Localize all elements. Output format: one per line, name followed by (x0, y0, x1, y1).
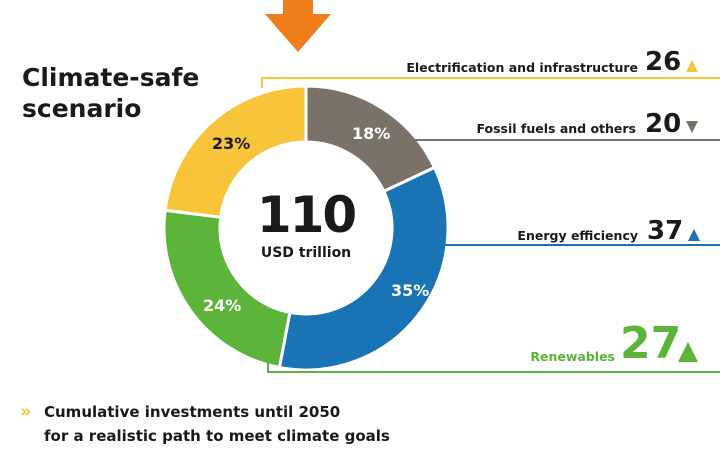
category-value-renewables: 27 (620, 318, 682, 369)
chart-title-line1: Climate-safe (22, 63, 200, 92)
down-arrow-icon (265, 14, 331, 52)
chart-title: Climate-safe scenario (22, 62, 222, 124)
trend-up-icon-electrification (686, 60, 698, 72)
top-arrow-shaft (283, 0, 313, 14)
slice-share-label-efficiency: 35% (391, 281, 430, 300)
slice-share-label-renewables: 24% (203, 296, 242, 315)
leader-line-electrification (261, 77, 720, 88)
slice-share-label-fossil: 18% (352, 124, 391, 143)
caption-marker-icon: » (20, 401, 32, 422)
caption-line2: for a realistic path to meet climate goa… (44, 427, 390, 445)
chart-title-line2: scenario (22, 94, 142, 123)
leader-line-renewables (267, 360, 720, 373)
center-total-unit: USD trillion (260, 245, 352, 261)
donut-slice-efficiency (277, 165, 450, 372)
category-label-electrification: Electrification and infrastructure (406, 60, 638, 75)
category-label-renewables: Renewables (530, 349, 615, 364)
trend-up-icon-efficiency (688, 229, 700, 241)
caption: Cumulative investments until 2050 for a … (44, 400, 390, 448)
caption-line1: Cumulative investments until 2050 (44, 403, 341, 421)
slice-share-label-electrification: 23% (212, 134, 251, 153)
category-label-fossil: Fossil fuels and others (476, 121, 637, 136)
category-value-efficiency: 37 (647, 216, 684, 246)
category-value-electrification: 26 (645, 47, 682, 77)
trend-up-icon-renewables (678, 342, 698, 362)
trend-down-icon-fossil (686, 121, 698, 133)
center-total-value: 110 (256, 186, 357, 244)
donut-slice-renewables (162, 208, 292, 370)
category-label-efficiency: Energy efficiency (517, 228, 638, 243)
category-value-fossil: 20 (645, 109, 682, 139)
donut-slice-electrification (163, 84, 308, 219)
